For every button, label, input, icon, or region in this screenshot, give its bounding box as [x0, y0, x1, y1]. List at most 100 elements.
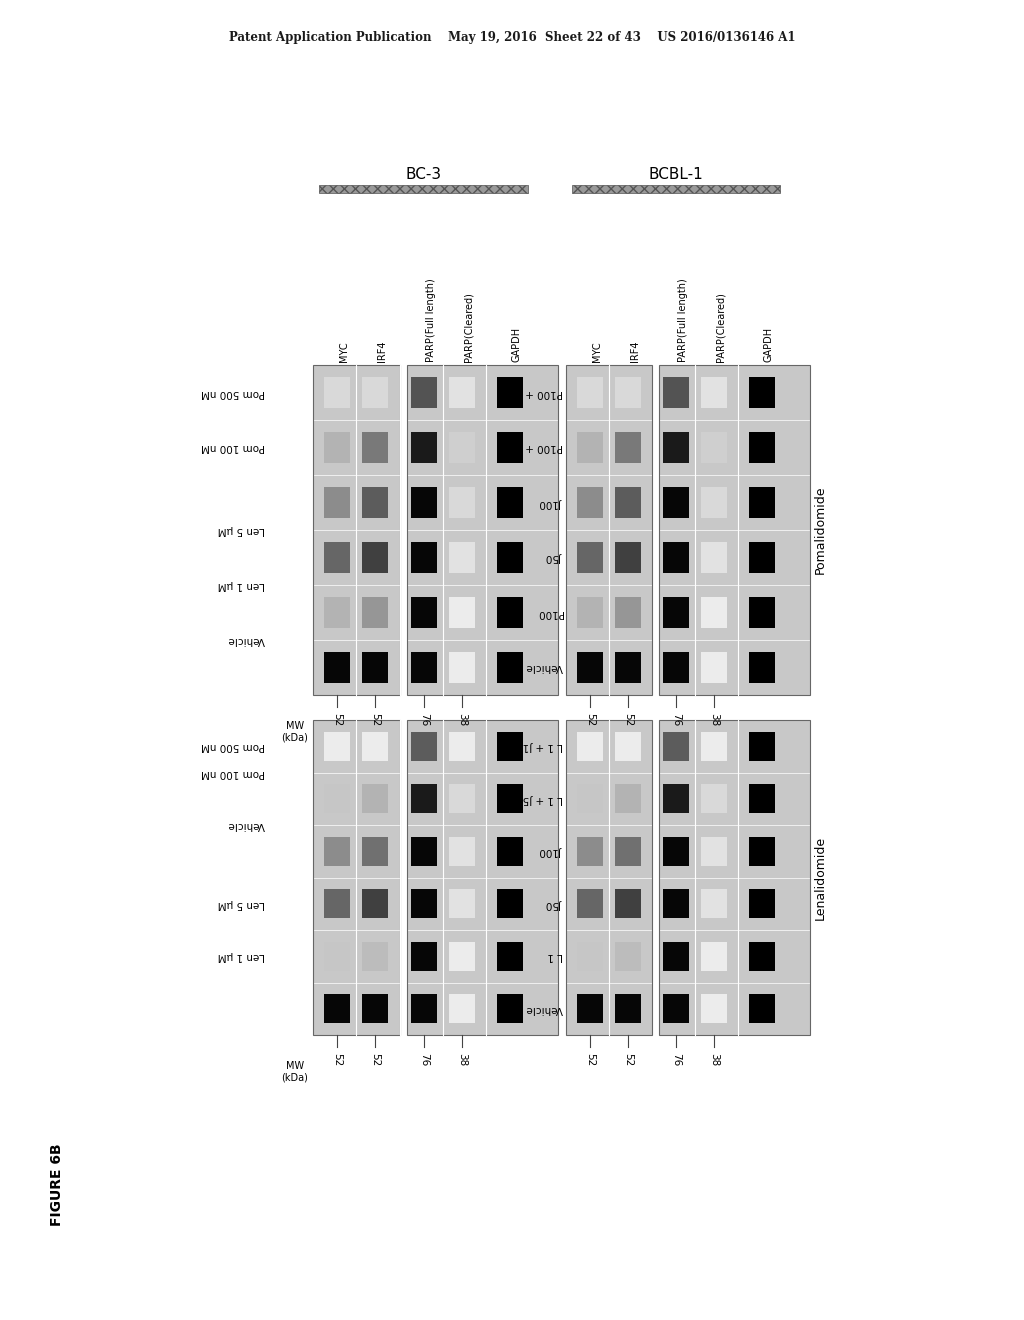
Bar [615, 598, 641, 627]
Bar [663, 890, 689, 919]
Bar [449, 890, 475, 919]
Bar [449, 378, 475, 408]
Text: Len 1 μM: Len 1 μM [218, 579, 265, 590]
Bar [497, 598, 523, 627]
Bar [362, 652, 388, 682]
Bar [497, 837, 523, 866]
Bar [362, 487, 388, 517]
Bar [615, 487, 641, 517]
Bar [577, 378, 603, 408]
Bar [615, 837, 641, 866]
Bar [577, 784, 603, 813]
Bar [497, 890, 523, 919]
Bar [749, 994, 775, 1023]
Bar [701, 731, 727, 760]
Bar [497, 731, 523, 760]
Bar [497, 784, 523, 813]
Text: Vehicle: Vehicle [227, 820, 265, 830]
Bar [324, 433, 350, 462]
Text: 38: 38 [457, 713, 467, 726]
Text: PARP(Cleared): PARP(Cleared) [464, 292, 474, 362]
Bar [362, 598, 388, 627]
Bar [324, 784, 350, 813]
Bar [577, 598, 603, 627]
Text: Patent Application Publication    May 19, 2016  Sheet 22 of 43    US 2016/013614: Patent Application Publication May 19, 2… [228, 32, 796, 45]
Bar [497, 941, 523, 970]
Bar [749, 890, 775, 919]
Bar [449, 731, 475, 760]
Bar [411, 543, 437, 573]
Text: FIGURE 6B: FIGURE 6B [50, 1143, 63, 1226]
Bar [407, 719, 558, 1035]
Bar [411, 652, 437, 682]
Bar [663, 941, 689, 970]
Text: GAPDH: GAPDH [764, 327, 774, 362]
Text: 52: 52 [332, 1053, 342, 1067]
Bar [701, 433, 727, 462]
Text: J50: J50 [547, 899, 563, 908]
Text: L 1 + J50: L 1 + J50 [516, 793, 563, 804]
Bar [449, 941, 475, 970]
Text: GAPDH: GAPDH [512, 327, 522, 362]
Bar [615, 731, 641, 760]
Bar [749, 487, 775, 517]
Bar [411, 837, 437, 866]
Bar [663, 487, 689, 517]
Bar [411, 890, 437, 919]
Bar [663, 731, 689, 760]
Bar [324, 487, 350, 517]
Text: Len 1 μM: Len 1 μM [218, 952, 265, 961]
Bar [362, 994, 388, 1023]
Bar [411, 994, 437, 1023]
Bar [701, 941, 727, 970]
Bar [362, 433, 388, 462]
Bar [362, 890, 388, 919]
Text: 52: 52 [623, 1053, 633, 1067]
Text: MYC: MYC [592, 342, 602, 362]
Bar [663, 598, 689, 627]
Bar [701, 543, 727, 573]
Bar [411, 941, 437, 970]
Bar [659, 719, 810, 1035]
Bar [362, 543, 388, 573]
Bar [313, 366, 400, 696]
Text: PARP(Cleared): PARP(Cleared) [716, 292, 726, 362]
Bar [615, 652, 641, 682]
Bar [497, 994, 523, 1023]
Bar [749, 652, 775, 682]
Text: 52: 52 [585, 713, 595, 726]
Bar [663, 994, 689, 1023]
Bar [411, 598, 437, 627]
Text: BC-3: BC-3 [406, 168, 441, 182]
Bar [324, 731, 350, 760]
Bar [411, 731, 437, 760]
Text: P100 + J50: P100 + J50 [506, 442, 563, 453]
Bar [319, 185, 528, 193]
Bar [615, 543, 641, 573]
Text: L 1: L 1 [548, 952, 563, 961]
Bar [701, 994, 727, 1023]
Bar [701, 784, 727, 813]
Text: 76: 76 [419, 713, 429, 726]
Bar [449, 652, 475, 682]
Bar [411, 487, 437, 517]
Bar [577, 652, 603, 682]
Bar [449, 837, 475, 866]
Bar [449, 784, 475, 813]
Text: 38: 38 [709, 1053, 719, 1067]
Text: Len 5 μM: Len 5 μM [218, 525, 265, 535]
Bar [701, 487, 727, 517]
Text: Pomalidomide: Pomalidomide [813, 486, 826, 574]
Bar [362, 941, 388, 970]
Text: 76: 76 [419, 1053, 429, 1067]
Bar [663, 433, 689, 462]
Text: 52: 52 [623, 713, 633, 726]
Bar [497, 433, 523, 462]
Bar [701, 890, 727, 919]
Bar [615, 994, 641, 1023]
Bar [663, 784, 689, 813]
Bar [497, 487, 523, 517]
Bar [701, 652, 727, 682]
Bar [749, 598, 775, 627]
Bar [449, 994, 475, 1023]
